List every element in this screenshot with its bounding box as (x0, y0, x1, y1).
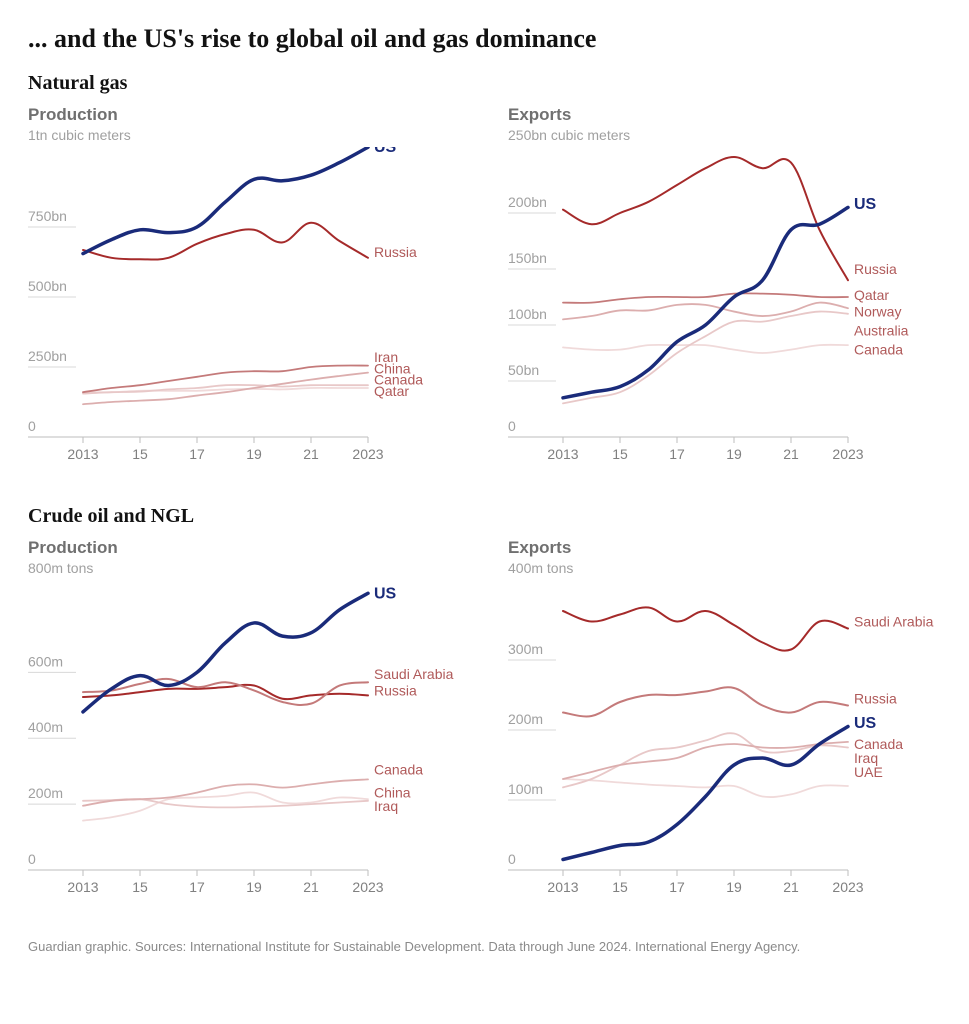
ytick-label: 500bn (28, 278, 67, 294)
series-iraq (563, 733, 848, 787)
ytick-label: 200bn (508, 194, 547, 210)
series-us (83, 147, 368, 253)
series-iraq (83, 792, 368, 820)
footer-source: Guardian graphic. Sources: International… (28, 938, 941, 956)
series-label: Australia (854, 323, 909, 339)
series-label: Qatar (854, 287, 889, 303)
xtick-label: 17 (189, 446, 205, 462)
chart-wrap: 0100m200m300mSaudi ArabiaRussiaUSCanadaI… (508, 580, 948, 910)
xtick-label: 2013 (547, 446, 578, 462)
panel-ng-exp: Exports 250bn cubic meters 0 50bn 100bn 150… (508, 105, 948, 477)
series-saudi-arabia (83, 679, 368, 705)
panel-grid: Production 800m tons 0 200m 400m 600m US Saud… (28, 538, 941, 910)
xtick-label: 15 (132, 446, 148, 462)
xtick-label: 21 (303, 879, 319, 895)
series-label: Russia (854, 261, 897, 277)
main-title: ... and the US's rise to global oil and … (28, 24, 941, 54)
chart-wrap: 0250bn500bn750bnUSRussiaIranChinaCanadaQ… (28, 147, 468, 477)
ytick-label: 0 (28, 851, 36, 867)
ytick-label: 0 (508, 851, 516, 867)
series-us (563, 207, 848, 397)
xtick-label: 2013 (67, 879, 98, 895)
xtick-label: 19 (726, 879, 742, 895)
xtick-label: 19 (246, 446, 262, 462)
chart-ng-exp: 0 50bn 100bn 150bn 200bn US Russia QatarNorway A… (508, 147, 948, 477)
series-canada (563, 345, 848, 353)
ytick-label: 50bn (508, 362, 539, 378)
series-russia (563, 687, 848, 716)
section-title: Natural gas (28, 72, 941, 95)
series-label: Russia (854, 691, 897, 707)
panel-oil-prod: Production 800m tons 0 200m 400m 600m US Saud… (28, 538, 468, 910)
xtick-label: 21 (783, 879, 799, 895)
ytick-label: 150bn (508, 250, 547, 266)
series-label: Norway (854, 304, 901, 320)
panel-title: Production (28, 105, 468, 125)
panel-unit: 1tn cubic meters (28, 127, 468, 143)
panel-title: Production (28, 538, 468, 558)
panel-title: Exports (508, 105, 948, 125)
chart-oil-exp: 0100m200m300mSaudi ArabiaRussiaUSCanadaI… (508, 580, 948, 910)
ytick-label: 400m (28, 719, 63, 735)
series-label-us: US (854, 715, 877, 732)
ytick-label: 200m (28, 785, 63, 801)
ytick-label: 300m (508, 641, 543, 657)
ytick-label: 100m (508, 781, 543, 797)
series-label: Canada (854, 342, 903, 358)
series-russia (563, 157, 848, 280)
series-russia (83, 223, 368, 260)
xtick-label: 17 (669, 879, 685, 895)
panel-unit: 800m tons (28, 560, 468, 576)
series-label-us: US (374, 585, 397, 602)
series-label: Russia (374, 682, 417, 698)
series-label-us: US (374, 147, 397, 156)
panel-ng-prod: Production 1tn cubic meters 0 250bn 500bn 7… (28, 105, 468, 477)
xtick-label: 15 (132, 879, 148, 895)
xtick-label: 21 (303, 446, 319, 462)
xtick-label: 17 (189, 879, 205, 895)
ytick-label: 250bn (28, 348, 67, 364)
xtick-label: 2023 (832, 879, 863, 895)
xtick-label: 2023 (352, 446, 383, 462)
xtick-label: 15 (612, 879, 628, 895)
chart-oil-prod: 0200m400m600mUSSaudi ArabiaRussiaCanadaC… (28, 580, 468, 910)
series-label-us: US (854, 196, 877, 213)
xtick-label: 2013 (67, 446, 98, 462)
section-title: Crude oil and NGL (28, 505, 941, 528)
xtick-label: 2023 (832, 446, 863, 462)
xtick-label: 15 (612, 446, 628, 462)
panel-oil-exp: Exports 400m tons 0 100m 200m 300m Saudi Ara… (508, 538, 948, 910)
xtick-label: 19 (246, 879, 262, 895)
panel-title: Exports (508, 538, 948, 558)
series-norway (563, 303, 848, 320)
sections-container: Natural gas Production 1tn cubic meters … (28, 72, 941, 910)
ytick-label: 0 (508, 418, 516, 434)
xtick-label: 19 (726, 446, 742, 462)
panel-unit: 400m tons (508, 560, 948, 576)
series-label: Qatar (374, 383, 409, 399)
series-label: Iraq (374, 798, 398, 814)
panel-grid: Production 1tn cubic meters 0 250bn 500bn 7… (28, 105, 941, 477)
xtick-label: 2013 (547, 879, 578, 895)
xtick-label: 17 (669, 446, 685, 462)
ytick-label: 600m (28, 653, 63, 669)
ytick-label: 200m (508, 711, 543, 727)
ytick-label: 100bn (508, 306, 547, 322)
series-label: Saudi Arabia (374, 666, 454, 682)
panel-unit: 250bn cubic meters (508, 127, 948, 143)
series-qatar (563, 293, 848, 303)
xtick-label: 21 (783, 446, 799, 462)
chart-ng-prod: 0250bn500bn750bnUSRussiaIranChinaCanadaQ… (28, 147, 468, 477)
ytick-label: 750bn (28, 208, 67, 224)
chart-wrap: 0200m400m600mUSSaudi ArabiaRussiaCanadaC… (28, 580, 468, 910)
ytick-label: 0 (28, 418, 36, 434)
xtick-label: 2023 (352, 879, 383, 895)
series-label: Russia (374, 244, 417, 260)
series-saudi-arabia (563, 607, 848, 650)
series-label: Canada (374, 762, 423, 778)
series-label: Saudi Arabia (854, 614, 934, 630)
series-canada (83, 779, 368, 805)
chart-wrap: 0 50bn 100bn 150bn 200bn US Russia QatarNorway A… (508, 147, 948, 477)
series-label: UAE (854, 764, 883, 780)
